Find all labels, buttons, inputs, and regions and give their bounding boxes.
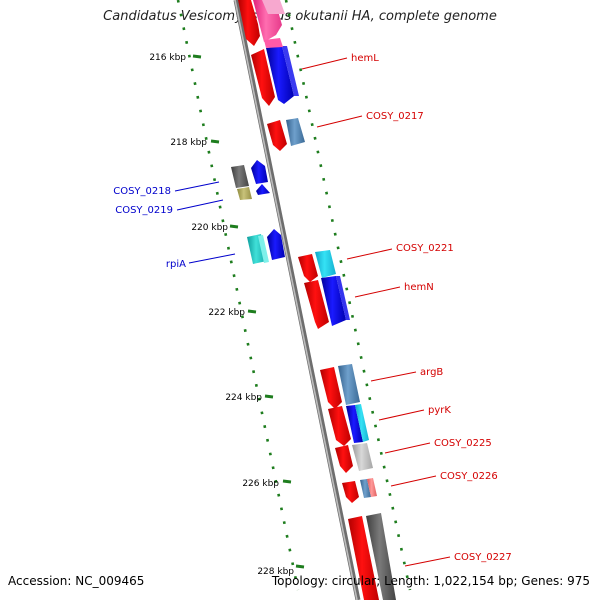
tick-mark-228 xyxy=(295,564,305,569)
gene-pyrK-red xyxy=(328,406,351,446)
gene-cluster-hemL[interactable] xyxy=(238,0,299,106)
gene-pyrK-blue xyxy=(346,405,363,443)
gene-hemL-blue xyxy=(266,46,294,104)
gene-cluster-cosy-0218-0219[interactable] xyxy=(231,160,270,200)
tick-label-216: 216 kbp xyxy=(149,53,186,63)
gene-argB-red xyxy=(320,367,342,409)
leader-cosy-0218 xyxy=(174,181,220,192)
gene-cluster-cosy-0225[interactable] xyxy=(335,443,373,473)
gene-cosy-0227-red xyxy=(348,516,379,600)
gene-cosy-0226-steel xyxy=(360,479,371,498)
tick-mark-220 xyxy=(229,224,239,229)
gene-label-pyrK[interactable]: pyrK xyxy=(428,405,451,416)
gene-cluster-rpiA[interactable] xyxy=(247,229,285,264)
gene-label-cosy-0217[interactable]: COSY_0217 xyxy=(366,111,424,122)
gene-cluster-cosy-0221-hemN[interactable] xyxy=(298,250,350,329)
leader-rpiA xyxy=(188,253,236,264)
gene-labels: hemL COSY_0217 COSY_0218 COSY_0219 COSY_… xyxy=(113,53,512,563)
gene-cosy-0217-steel xyxy=(286,118,305,146)
gene-cluster-argB-pyrK[interactable] xyxy=(320,364,369,446)
tick-mark-224 xyxy=(264,394,274,399)
gene-cluster-cosy-0226[interactable] xyxy=(342,478,377,503)
gene-cosy-0226-salmon xyxy=(367,478,377,497)
gene-label-cosy-0225[interactable]: COSY_0225 xyxy=(434,438,492,449)
gene-cosy-0221-cyan xyxy=(315,250,336,278)
accession-label: Accession: NC_009465 xyxy=(8,574,145,588)
gene-cluster-cosy-0227[interactable] xyxy=(348,513,396,600)
leader-hemN xyxy=(354,286,401,298)
gene-argB-steel xyxy=(338,364,360,405)
tick-label-226: 226 kbp xyxy=(242,479,279,489)
gene-rpiA-teal-light xyxy=(258,235,269,263)
gene-cosy-0218-blue xyxy=(251,160,268,184)
gene-cosy-0219-olive xyxy=(237,187,252,200)
gene-rpiA-blue xyxy=(267,229,285,260)
gene-cluster-cosy-0217[interactable] xyxy=(267,118,305,151)
gene-block-top-lightpink xyxy=(262,0,285,14)
genome-summary: Topology: circular; Length: 1,022,154 bp… xyxy=(271,574,590,588)
gene-label-cosy-0227[interactable]: COSY_0227 xyxy=(454,552,512,563)
tick-mark-218 xyxy=(210,139,220,144)
gene-label-cosy-0218[interactable]: COSY_0218 xyxy=(113,186,171,197)
gene-hemL-red xyxy=(251,49,275,106)
gene-hemL-blue-edge xyxy=(282,46,299,96)
leader-cosy-0217 xyxy=(316,115,363,128)
gene-cosy-0218-gray xyxy=(231,165,249,188)
leader-hemL xyxy=(301,57,348,70)
gene-label-argB[interactable]: argB xyxy=(420,367,443,378)
tick-mark-222 xyxy=(247,309,257,314)
tick-label-218: 218 kbp xyxy=(170,138,207,148)
label-leader-lines xyxy=(174,57,451,567)
gene-label-cosy-0226[interactable]: COSY_0226 xyxy=(440,471,498,482)
gene-hemN-red xyxy=(304,280,329,329)
gene-hemL-pink-cap xyxy=(264,38,283,48)
gene-cosy-0227-gray xyxy=(366,513,396,600)
gene-label-hemN[interactable]: hemN xyxy=(404,282,434,293)
leader-pyrK xyxy=(378,409,425,421)
leader-cosy-0227 xyxy=(404,556,451,567)
gene-label-hemL[interactable]: hemL xyxy=(351,53,379,64)
leader-cosy-0225 xyxy=(384,442,431,454)
tick-label-224: 224 kbp xyxy=(225,393,262,403)
tick-label-220: 220 kbp xyxy=(191,223,228,233)
gene-cosy-0221-red xyxy=(298,254,318,282)
tick-mark-226 xyxy=(282,479,292,484)
gene-block-top-red xyxy=(238,0,260,46)
leader-cosy-0226 xyxy=(390,475,437,487)
gene-cosy-0225-red xyxy=(335,445,353,473)
tick-mark-216 xyxy=(192,54,202,59)
gene-label-rpiA[interactable]: rpiA xyxy=(166,259,186,270)
gene-cosy-0226-red xyxy=(342,481,359,503)
leader-argB xyxy=(370,371,417,382)
gene-cosy-0217-red xyxy=(267,120,287,151)
guide-track-left xyxy=(176,0,300,591)
tick-label-228: 228 kbp xyxy=(257,567,294,577)
gene-pyrK-cyan xyxy=(355,404,369,442)
tick-marks xyxy=(192,54,305,569)
genome-title: Candidatus Vesicomyosocius okutanii HA, … xyxy=(103,9,497,24)
genome-backbone xyxy=(233,0,361,600)
guide-track-right xyxy=(284,0,412,591)
gene-hemN-blue xyxy=(321,276,346,326)
tick-labels: 216 kbp 218 kbp 220 kbp 222 kbp 224 kbp … xyxy=(149,53,294,577)
gene-label-cosy-0219[interactable]: COSY_0219 xyxy=(115,205,173,216)
gene-hemN-blue-edge xyxy=(336,276,350,320)
tick-label-222: 222 kbp xyxy=(208,308,245,318)
gene-cosy-0219-blue xyxy=(256,184,270,195)
leader-cosy-0221 xyxy=(346,248,393,260)
gene-cosy-0225-light xyxy=(352,443,373,471)
gene-label-cosy-0221[interactable]: COSY_0221 xyxy=(396,243,454,254)
leader-cosy-0219 xyxy=(176,199,224,211)
